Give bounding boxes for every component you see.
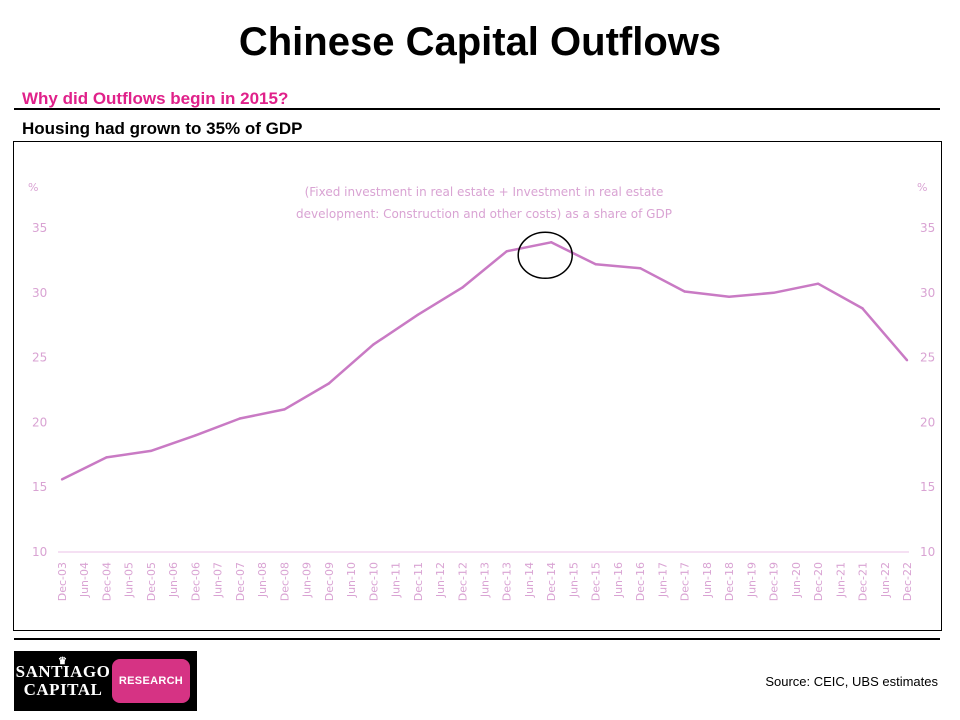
x-tick-label: Jun-06 (167, 562, 180, 598)
data-point (772, 291, 775, 294)
slide-subtitle: Housing had grown to 35% of GDP (22, 119, 303, 138)
top-divider (14, 108, 940, 110)
x-tick-label: Dec-18 (723, 562, 736, 601)
x-tick-label: Dec-16 (634, 562, 647, 601)
logo-line-2: CAPITAL (23, 680, 103, 699)
x-tick-label: Jun-17 (656, 562, 669, 598)
x-tick-label: Dec-15 (590, 562, 603, 601)
x-tick-label: Jun-16 (612, 562, 625, 598)
x-tick-label: Dec-12 (456, 562, 469, 601)
x-tick-label: Dec-05 (145, 562, 158, 601)
x-tick-label: Jun-22 (879, 562, 892, 598)
x-tick-label: Jun-20 (790, 562, 803, 598)
x-tick-label: Jun-21 (834, 562, 847, 598)
x-tick-label: Dec-07 (234, 562, 247, 601)
peak-highlight-circle (517, 231, 573, 280)
data-point (861, 307, 864, 310)
x-tick-label: Dec-14 (545, 562, 558, 601)
data-point (505, 250, 508, 253)
x-tick-label: Dec-03 (56, 562, 69, 601)
x-tick-label: Dec-08 (278, 562, 291, 601)
crown-icon: ♛ (58, 656, 68, 667)
data-point (550, 241, 553, 244)
x-tick-label: Dec-21 (857, 562, 870, 601)
x-tick-label: Jun-09 (301, 562, 314, 598)
y-tick-left: 10 (32, 545, 47, 559)
data-point (194, 434, 197, 437)
data-point (149, 449, 153, 453)
data-point (594, 263, 597, 266)
x-tick-label: Jun-18 (701, 562, 714, 598)
x-tick-label: Jun-15 (567, 562, 580, 598)
logo-wordmark: ♛ SANTIAGO CAPITAL (14, 656, 112, 699)
y-tick-left: 15 (32, 480, 47, 494)
x-tick-label: Dec-19 (768, 562, 781, 601)
y-tick-right: 25 (920, 351, 935, 365)
bottom-divider (14, 638, 940, 640)
chart-annotation-line: (Fixed investment in real estate + Inves… (305, 185, 664, 199)
data-point (461, 286, 464, 289)
x-tick-label: Jun-08 (256, 562, 269, 598)
data-point (372, 343, 375, 346)
chart-annotation-line: development: Construction and other cost… (296, 207, 672, 221)
data-point (60, 478, 64, 481)
x-tick-label: Dec-22 (901, 562, 914, 601)
data-point (327, 382, 331, 385)
data-point (905, 358, 909, 362)
x-tick-label: Dec-20 (812, 562, 825, 601)
x-tick-label: Jun-05 (123, 562, 136, 598)
data-point (416, 313, 419, 317)
y-tick-right: 15 (920, 480, 935, 494)
x-tick-label: Jun-11 (390, 562, 403, 598)
x-tick-label: Dec-11 (412, 562, 425, 601)
santiago-capital-logo: ♛ SANTIAGO CAPITAL RESEARCH (14, 651, 197, 711)
slide-title: Chinese Capital Outflows (238, 20, 722, 64)
x-tick-label: Jun-07 (212, 562, 225, 598)
x-tick-label: Dec-17 (679, 562, 692, 601)
y-tick-left: 25 (32, 351, 47, 365)
x-tick-label: Dec-13 (501, 562, 514, 601)
data-point (816, 282, 820, 285)
data-point (683, 290, 686, 293)
x-tick-label: Jun-12 (434, 562, 447, 598)
y-unit-left: % (28, 181, 38, 194)
y-tick-left: 35 (32, 221, 47, 235)
x-tick-label: Jun-14 (523, 562, 536, 598)
y-tick-left: 30 (32, 286, 47, 300)
logo-line-1: SANTIAGO (15, 662, 111, 681)
x-tick-label: Dec-10 (367, 562, 380, 601)
x-tick-label: Dec-06 (189, 562, 202, 601)
data-point (727, 295, 731, 298)
series-line (61, 241, 908, 481)
slide-question: Why did Outflows begin in 2015? (22, 89, 289, 108)
x-tick-label: Jun-04 (78, 562, 91, 598)
x-tick-label: Jun-10 (345, 562, 358, 598)
x-tick-label: Jun-13 (479, 562, 492, 598)
data-point (105, 456, 108, 459)
data-point (238, 417, 242, 420)
logo-research-badge: RESEARCH (112, 659, 190, 703)
x-tick-label: Jun-19 (745, 562, 758, 598)
data-point (283, 408, 286, 411)
y-tick-right: 10 (920, 545, 935, 559)
y-tick-left: 20 (32, 415, 47, 429)
data-point (638, 266, 642, 270)
y-unit-right: % (917, 181, 927, 194)
x-tick-label: Dec-09 (323, 562, 336, 601)
chart-frame: %% (Fixed investment in real estate + Inv… (13, 141, 942, 631)
housing-gdp-line-chart: % % (Fixed investment in real estate + Inv… (28, 181, 935, 601)
y-tick-right: 35 (920, 221, 935, 235)
x-tick-label: Dec-04 (100, 562, 113, 601)
y-tick-right: 20 (920, 415, 935, 429)
y-tick-right: 30 (920, 286, 935, 300)
source-note: Source: CEIC, UBS estimates (765, 674, 938, 689)
